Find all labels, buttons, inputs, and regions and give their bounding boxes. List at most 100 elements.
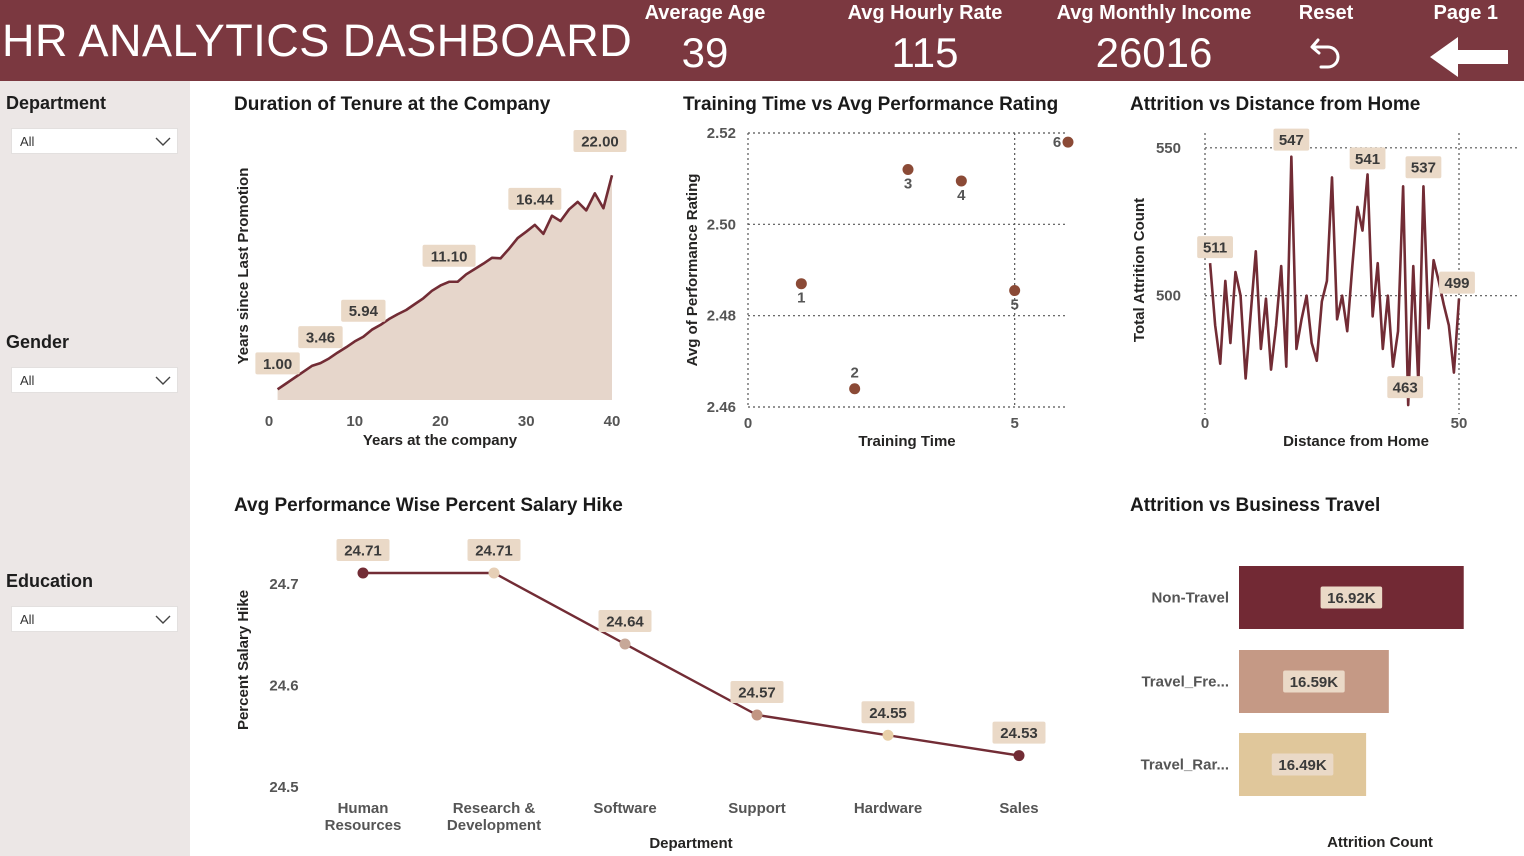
training-point-label: 1 [797,290,805,307]
travel-data-label: 16.59K [1290,674,1339,691]
training-point [902,164,914,176]
hike-data-label: 24.64 [606,614,644,631]
distance-data-label-bg [1387,376,1424,399]
education-filter-title: Education [6,571,94,591]
chevron-down-icon [155,137,171,146]
kpi-value: 39 [681,29,729,76]
training-x-tick: 0 [744,415,752,432]
training-x-axis-title: Training Time [858,433,955,450]
travel-bar [1239,650,1389,713]
training-y-tick: 2.52 [707,125,736,142]
training-point [955,175,967,187]
hike-point [357,567,369,579]
hike-data-label: 24.71 [344,543,382,560]
hike-chart-title: Avg Performance Wise Percent Salary Hike [234,495,623,516]
travel-category-label: Travel_Fre... [1141,674,1229,691]
travel-category-label: Travel_Rar... [1141,757,1229,774]
training-point-label: 5 [1010,297,1018,314]
hike-point [751,709,763,721]
header-bar: HR ANALYTICS DASHBOARD Average Age 39 Av… [0,0,1524,81]
hike-x-tick: Development [447,817,541,834]
arrow-left-icon [1430,37,1508,77]
hike-data-label-bg [467,539,521,561]
gender-filter-title: Gender [6,332,70,352]
distance-x-tick: 0 [1201,415,1209,432]
education-dropdown[interactable]: All [11,606,178,632]
gender-selected-value: All [20,373,35,388]
training-point [795,278,807,290]
hike-point [488,567,500,579]
tenure-x-tick: 40 [604,413,621,430]
hike-x-tick: Support [728,800,786,817]
tenure-data-label-bg [573,130,627,152]
hike-x-axis-title: Department [649,835,732,852]
hike-y-axis-title: Percent Salary Hike [235,590,252,730]
kpi-avg-monthly-income: Avg Monthly Income 26016 [1052,0,1256,80]
kpi-value: 115 [891,29,959,76]
training-point-label: 3 [904,176,912,193]
distance-y-axis-title: Total Attrition Count [1131,198,1148,342]
training-chart-title: Training Time vs Avg Performance Rating [683,94,1059,115]
hike-data-label: 24.53 [1000,725,1038,742]
gender-dropdown[interactable]: All [11,367,178,393]
travel-data-label-bg [1283,670,1345,693]
department-dropdown[interactable]: All [11,128,178,154]
hike-point [619,638,631,650]
tenure-series-line [276,174,614,391]
tenure-data-label: 11.10 [431,248,468,265]
hike-point [882,729,894,741]
distance-chart-title: Attrition vs Distance from Home [1130,94,1421,115]
hike-y-tick: 24.7 [269,576,298,593]
tenure-data-label-bg [298,326,343,349]
travel-chart-title: Attrition vs Business Travel [1130,495,1381,516]
hike-x-tick: Human [338,800,389,817]
distance-data-label: 463 [1393,380,1418,397]
chevron-down-icon [155,376,171,385]
tenure-y-axis-title: Years since Last Promotion [235,168,252,365]
distance-y-tick: 550 [1156,140,1181,157]
hike-x-tick: Resources [325,817,402,834]
training-point [1009,285,1021,297]
kpi-average-age: Average Age 39 [626,0,784,80]
tenure-data-label-bg [508,187,562,210]
hike-y-tick: 24.6 [269,678,298,695]
tenure-data-label-bg [341,299,386,322]
distance-x-axis-title: Distance from Home [1283,433,1429,450]
tenure-data-label-bg [422,244,476,267]
kpi-label: Average Age [644,2,766,24]
hike-data-label: 24.55 [869,705,907,722]
distance-data-label: 547 [1279,132,1304,149]
distance-y-tick: 500 [1156,288,1181,305]
hike-data-label-bg [861,701,915,724]
training-point [1062,136,1074,148]
training-point-label: 2 [850,365,858,382]
tenure-x-tick: 30 [518,413,535,430]
travel-data-label-bg [1271,753,1334,776]
kpi-avg-hourly-rate: Avg Hourly Rate 115 [842,0,1008,80]
distance-data-label-bg [1349,147,1386,170]
kpi-label: Avg Hourly Rate [847,2,1003,24]
page-nav-button[interactable]: Page 1 [1426,0,1512,78]
hike-point [1013,750,1025,762]
reset-button[interactable]: Reset [1288,0,1364,72]
undo-icon [1310,38,1340,69]
hike-x-tick: Sales [999,800,1038,817]
hike-data-label-bg [336,539,390,561]
tenure-data-label: 22.00 [581,134,619,151]
tenure-x-tick: 0 [265,413,273,430]
training-y-tick: 2.48 [707,308,736,325]
tenure-data-label-bg [255,352,300,375]
department-filter-title: Department [6,93,107,113]
distance-data-label: 499 [1444,275,1469,292]
travel-data-label: 16.49K [1278,757,1327,774]
distance-data-label-bg [1197,236,1233,259]
chevron-down-icon [155,615,171,624]
distance-data-label-bg [1439,271,1475,294]
tenure-data-label: 16.44 [516,191,554,208]
hike-data-label-bg [598,610,652,632]
